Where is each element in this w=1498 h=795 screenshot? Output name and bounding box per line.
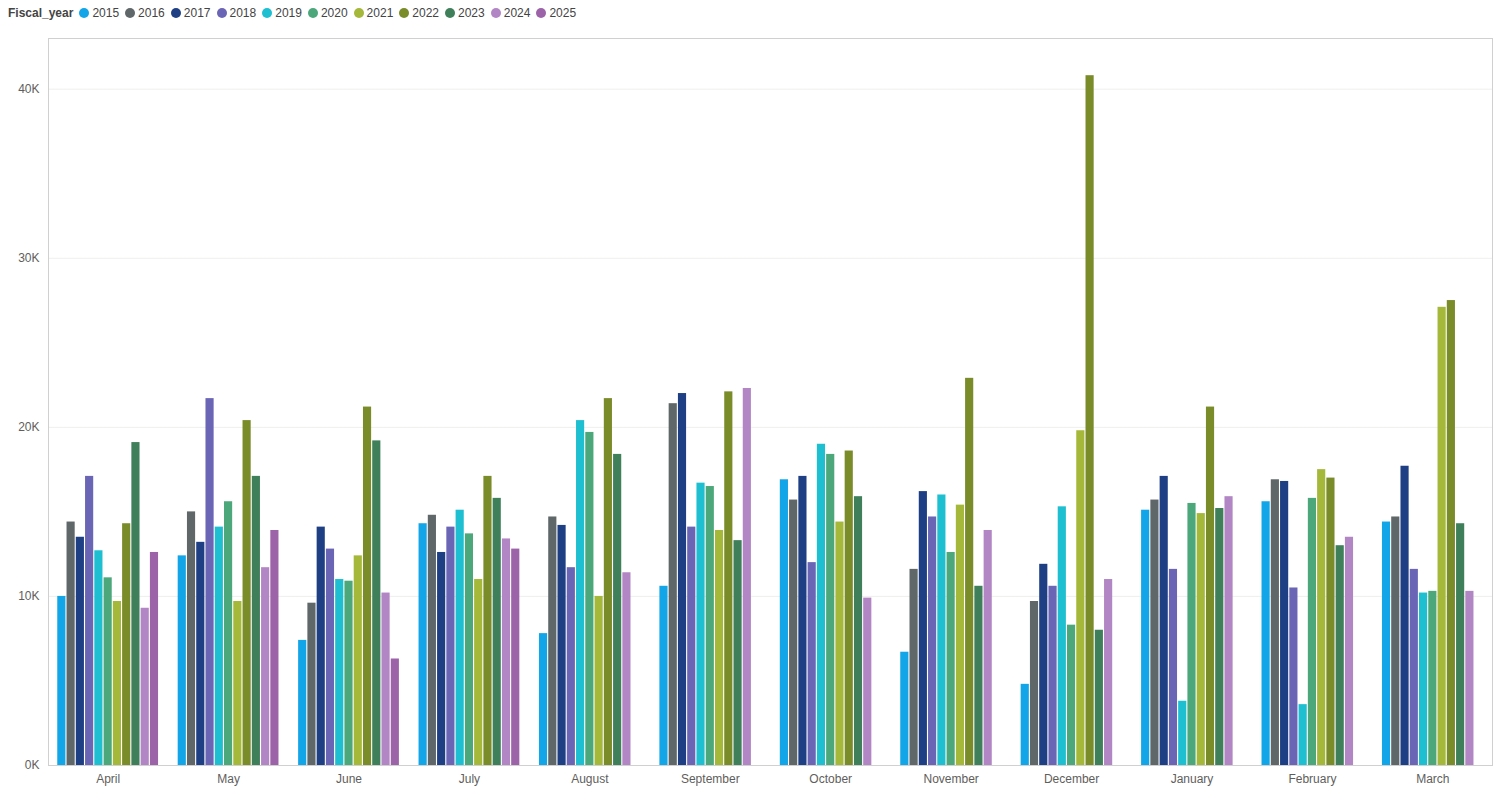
html-text:2023: 2023 bbox=[458, 6, 485, 20]
svg-text:November: November bbox=[923, 772, 978, 786]
svg-text:July: July bbox=[459, 772, 480, 786]
svg-text:20K: 20K bbox=[18, 420, 39, 434]
html-text:2016: 2016 bbox=[138, 6, 165, 20]
svg-text:October: October bbox=[809, 772, 852, 786]
svg-text:40K: 40K bbox=[18, 82, 39, 96]
svg-text:August: August bbox=[571, 772, 609, 786]
svg-text:10K: 10K bbox=[18, 589, 39, 603]
html-text:2025: 2025 bbox=[549, 6, 577, 20]
html-text:2020: 2020 bbox=[320, 6, 348, 20]
svg-text:December: December bbox=[1044, 772, 1099, 786]
html-text:2017: 2017 bbox=[183, 6, 211, 20]
svg-text:January: January bbox=[1171, 772, 1214, 786]
html-text:2024: 2024 bbox=[503, 6, 531, 20]
svg-text:September: September bbox=[681, 772, 740, 786]
html-text:2022: 2022 bbox=[412, 6, 439, 20]
svg-text:0K: 0K bbox=[25, 758, 40, 772]
svg-text:February: February bbox=[1288, 772, 1336, 786]
html-text:2018: 2018 bbox=[229, 6, 257, 20]
html-text:Fiscal_year: Fiscal_year bbox=[8, 6, 74, 20]
svg-text:May: May bbox=[217, 772, 240, 786]
html-text:2019: 2019 bbox=[275, 6, 302, 20]
svg-text:30K: 30K bbox=[18, 251, 39, 265]
html-text:2021: 2021 bbox=[366, 6, 394, 20]
svg-text:March: March bbox=[1416, 772, 1449, 786]
svg-text:June: June bbox=[336, 772, 362, 786]
html-text:2015: 2015 bbox=[92, 6, 120, 20]
svg-text:April: April bbox=[96, 772, 120, 786]
